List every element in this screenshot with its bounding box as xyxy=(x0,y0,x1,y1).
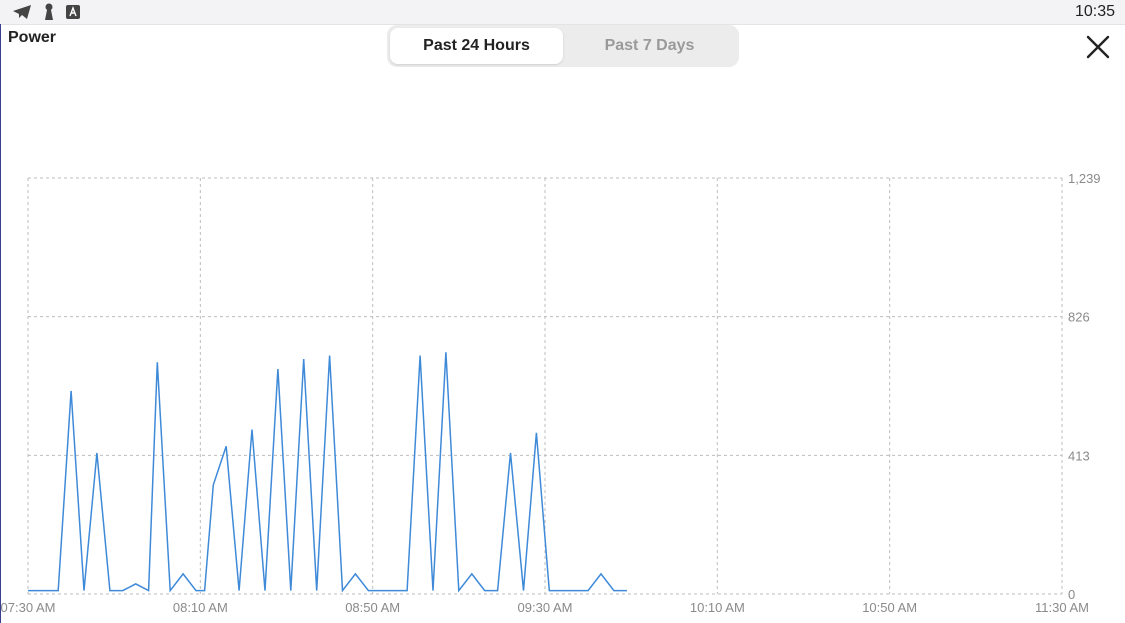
x-tick-label: 08:50 AM xyxy=(345,600,400,615)
x-tick-label: 10:10 AM xyxy=(690,600,745,615)
x-tick-label: 08:10 AM xyxy=(173,600,228,615)
power-series-line xyxy=(28,352,627,593)
x-tick-label: 10:50 AM xyxy=(862,600,917,615)
status-time: 10:35 xyxy=(1074,3,1115,20)
close-button[interactable] xyxy=(1083,32,1113,62)
range-segmented-control: Past 24 Hours Past 7 Days xyxy=(387,25,739,67)
pawn-icon xyxy=(42,3,56,21)
telegram-icon xyxy=(12,4,32,20)
x-tick-label: 09:30 AM xyxy=(518,600,573,615)
tab-past-24-hours[interactable]: Past 24 Hours xyxy=(390,28,563,64)
status-bar: 10:35 xyxy=(0,0,1125,25)
y-tick-label: 1,239 xyxy=(1068,171,1101,186)
page-title: Power xyxy=(8,29,57,46)
x-tick-label: 07:30 AM xyxy=(1,600,56,615)
tab-past-7-days[interactable]: Past 7 Days xyxy=(604,37,695,54)
status-icons xyxy=(12,3,80,21)
y-tick-label: 413 xyxy=(1068,448,1090,463)
a-badge-icon xyxy=(66,5,80,19)
x-tick-label: 11:30 AM xyxy=(1035,600,1089,615)
close-icon xyxy=(1086,35,1110,59)
y-tick-label: 0 xyxy=(1068,587,1075,602)
y-tick-label: 826 xyxy=(1068,310,1090,325)
window-edge xyxy=(0,24,1,623)
